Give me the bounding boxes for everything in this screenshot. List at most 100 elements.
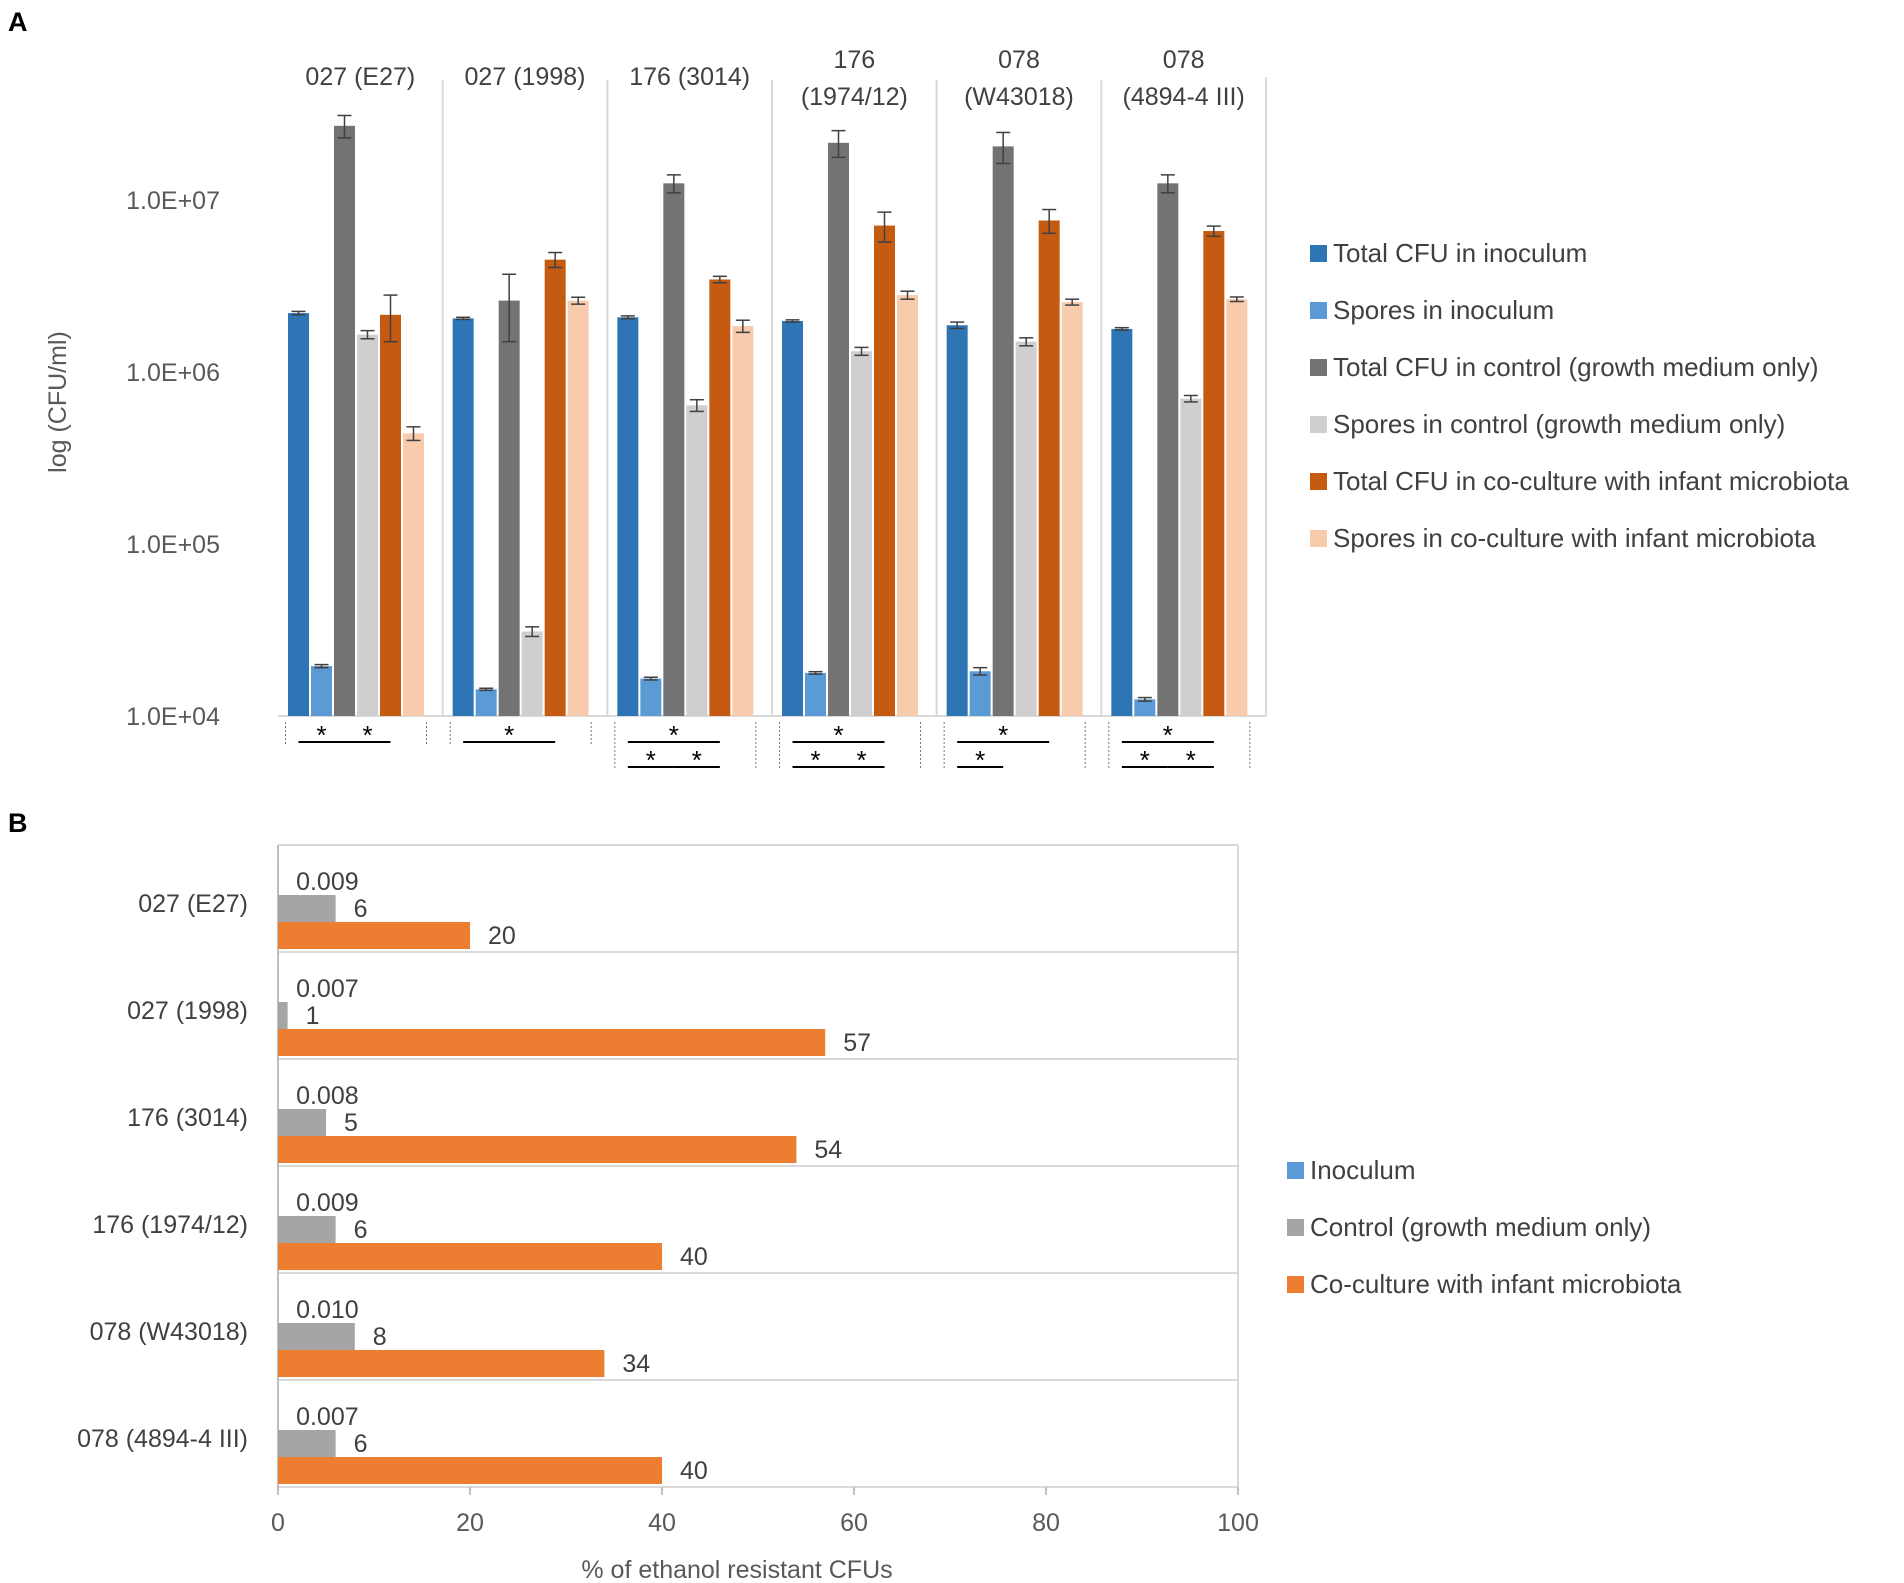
significance-star: *: [1140, 745, 1150, 775]
bar: [1180, 398, 1202, 716]
data-label: 0.008: [296, 1082, 359, 1110]
bar: [663, 183, 685, 716]
bar: [278, 1136, 797, 1163]
x-tick-label: 60: [840, 1509, 868, 1537]
significance-star: *: [810, 745, 820, 775]
data-label: 6: [354, 1430, 368, 1458]
significance-star: *: [1186, 745, 1196, 775]
bar: [992, 146, 1014, 716]
data-label: 0.007: [296, 1403, 359, 1431]
category-label: 078 (4894-4 III): [77, 1425, 248, 1453]
bar: [567, 300, 589, 716]
significance-star: *: [669, 720, 679, 750]
bar: [828, 142, 849, 717]
bar: [278, 1216, 336, 1243]
legend-swatch: [1310, 245, 1327, 262]
significance-star: *: [1163, 720, 1173, 750]
bar: [1157, 183, 1179, 716]
bar: [851, 351, 872, 716]
x-axis-label: % of ethanol resistant CFUs: [581, 1556, 892, 1583]
bar: [403, 433, 424, 716]
y-axis-label: log (CFU/ml): [44, 331, 72, 473]
category-label-line2: (W43018): [964, 83, 1074, 111]
legend-label: Inoculum: [1310, 1155, 1416, 1185]
data-label: 40: [680, 1243, 708, 1271]
bar: [278, 1002, 288, 1029]
bar: [278, 895, 336, 922]
category-label: 027 (1998): [127, 997, 248, 1025]
bar: [475, 689, 497, 716]
category-label: 176 (3014): [127, 1104, 248, 1132]
significance-star: *: [316, 720, 326, 750]
bar: [278, 1350, 605, 1377]
data-label: 57: [843, 1029, 871, 1057]
significance-star: *: [975, 745, 985, 775]
legend-swatch: [1310, 416, 1327, 433]
bar: [1111, 328, 1133, 716]
legend-swatch: [1310, 530, 1327, 547]
data-label: 34: [622, 1350, 650, 1378]
significance-star: *: [504, 720, 514, 750]
significance-star: *: [646, 745, 656, 775]
category-label: 078: [998, 46, 1040, 74]
bar: [805, 672, 826, 716]
data-label: 1: [306, 1002, 320, 1030]
category-label-line2: (4894-4 III): [1123, 83, 1245, 111]
bar: [278, 1430, 336, 1457]
legend-swatch: [1310, 359, 1327, 376]
bar: [1134, 699, 1156, 716]
bar: [1038, 220, 1060, 716]
bar: [640, 678, 662, 716]
bar: [278, 922, 470, 949]
bar: [380, 314, 401, 716]
y-tick-label: 1.0E+07: [126, 187, 220, 215]
bar: [617, 317, 639, 716]
significance-star: *: [998, 720, 1008, 750]
data-label: 0.007: [296, 975, 359, 1003]
data-label: 6: [354, 1216, 368, 1244]
bar: [278, 1323, 355, 1350]
category-label: 176 (3014): [629, 63, 750, 91]
legend-label: Spores in co-culture with infant microbi…: [1333, 523, 1816, 553]
data-label: 0.009: [296, 1189, 359, 1217]
y-tick-label: 1.0E+04: [126, 703, 220, 731]
bar: [288, 313, 309, 716]
bar: [278, 1457, 662, 1484]
legend-swatch: [1310, 473, 1327, 490]
legend-label: Total CFU in inoculum: [1333, 238, 1587, 268]
legend-label: Spores in inoculum: [1333, 295, 1554, 325]
data-label: 6: [354, 895, 368, 923]
bar: [334, 125, 355, 717]
legend-swatch: [1287, 1219, 1304, 1236]
bar: [278, 1243, 662, 1270]
category-label: 078 (W43018): [90, 1318, 248, 1346]
significance-star: *: [833, 720, 843, 750]
data-label: 5: [344, 1109, 358, 1137]
bar: [874, 225, 895, 716]
legend-label: Total CFU in control (growth medium only…: [1333, 352, 1819, 382]
bar: [686, 405, 708, 716]
y-tick-label: 1.0E+06: [126, 359, 220, 387]
bar: [897, 295, 918, 716]
panel-a-bar-chart: A 1.0E+04 1.0E+05 1.0E+06 1.0E+07 log (CFU/ml…: [8, 7, 1849, 775]
x-tick-label: 100: [1217, 1509, 1259, 1537]
bar: [1061, 302, 1083, 716]
bar: [1015, 341, 1037, 716]
bar: [946, 325, 968, 716]
y-tick-label: 1.0E+05: [126, 531, 220, 559]
significance-star: *: [856, 745, 866, 775]
bar: [969, 671, 991, 716]
legend-label: Control (growth medium only): [1310, 1212, 1651, 1242]
significance-star: *: [362, 720, 372, 750]
x-tick-label: 40: [648, 1509, 676, 1537]
legend-swatch: [1287, 1162, 1304, 1179]
legend-label: Spores in control (growth medium only): [1333, 409, 1785, 439]
bar: [357, 334, 378, 716]
bar: [1203, 231, 1225, 716]
data-label: 0.010: [296, 1296, 359, 1324]
bar: [544, 259, 566, 716]
legend-swatch: [1287, 1276, 1304, 1293]
bar: [782, 320, 803, 716]
bar: [278, 1109, 326, 1136]
